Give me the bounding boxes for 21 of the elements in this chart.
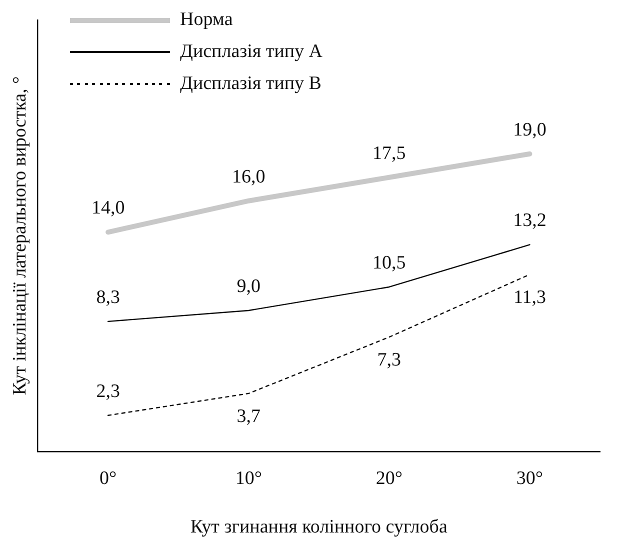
data-label: 9,0 <box>236 276 260 297</box>
data-label: 3,7 <box>236 406 260 427</box>
data-label: 10,5 <box>372 252 406 274</box>
y-axis-title: Кут інклінації латерального виростка, ° <box>9 76 30 396</box>
data-label: 2,3 <box>96 380 120 402</box>
data-label: 11,3 <box>513 286 546 308</box>
x-tick-label: 20° <box>376 468 402 489</box>
data-label: 13,2 <box>513 210 546 232</box>
legend-label: Дисплазія типу В <box>180 73 322 95</box>
data-label: 14,0 <box>91 198 125 219</box>
data-label: 8,3 <box>96 286 120 308</box>
data-label: 16,0 <box>232 166 266 188</box>
x-tick-label: 10° <box>235 468 262 489</box>
x-tick-label: 30° <box>516 468 544 489</box>
x-tick-label: 0° <box>100 468 117 489</box>
legend-label: Норма <box>180 9 233 31</box>
x-axis-title: Кут згинання колінного суглоба <box>190 516 448 538</box>
data-label: 17,5 <box>372 142 406 164</box>
data-label: 19,0 <box>513 119 546 140</box>
legend-label: Дисплазія типу А <box>180 41 323 63</box>
data-label: 7,3 <box>377 350 402 371</box>
